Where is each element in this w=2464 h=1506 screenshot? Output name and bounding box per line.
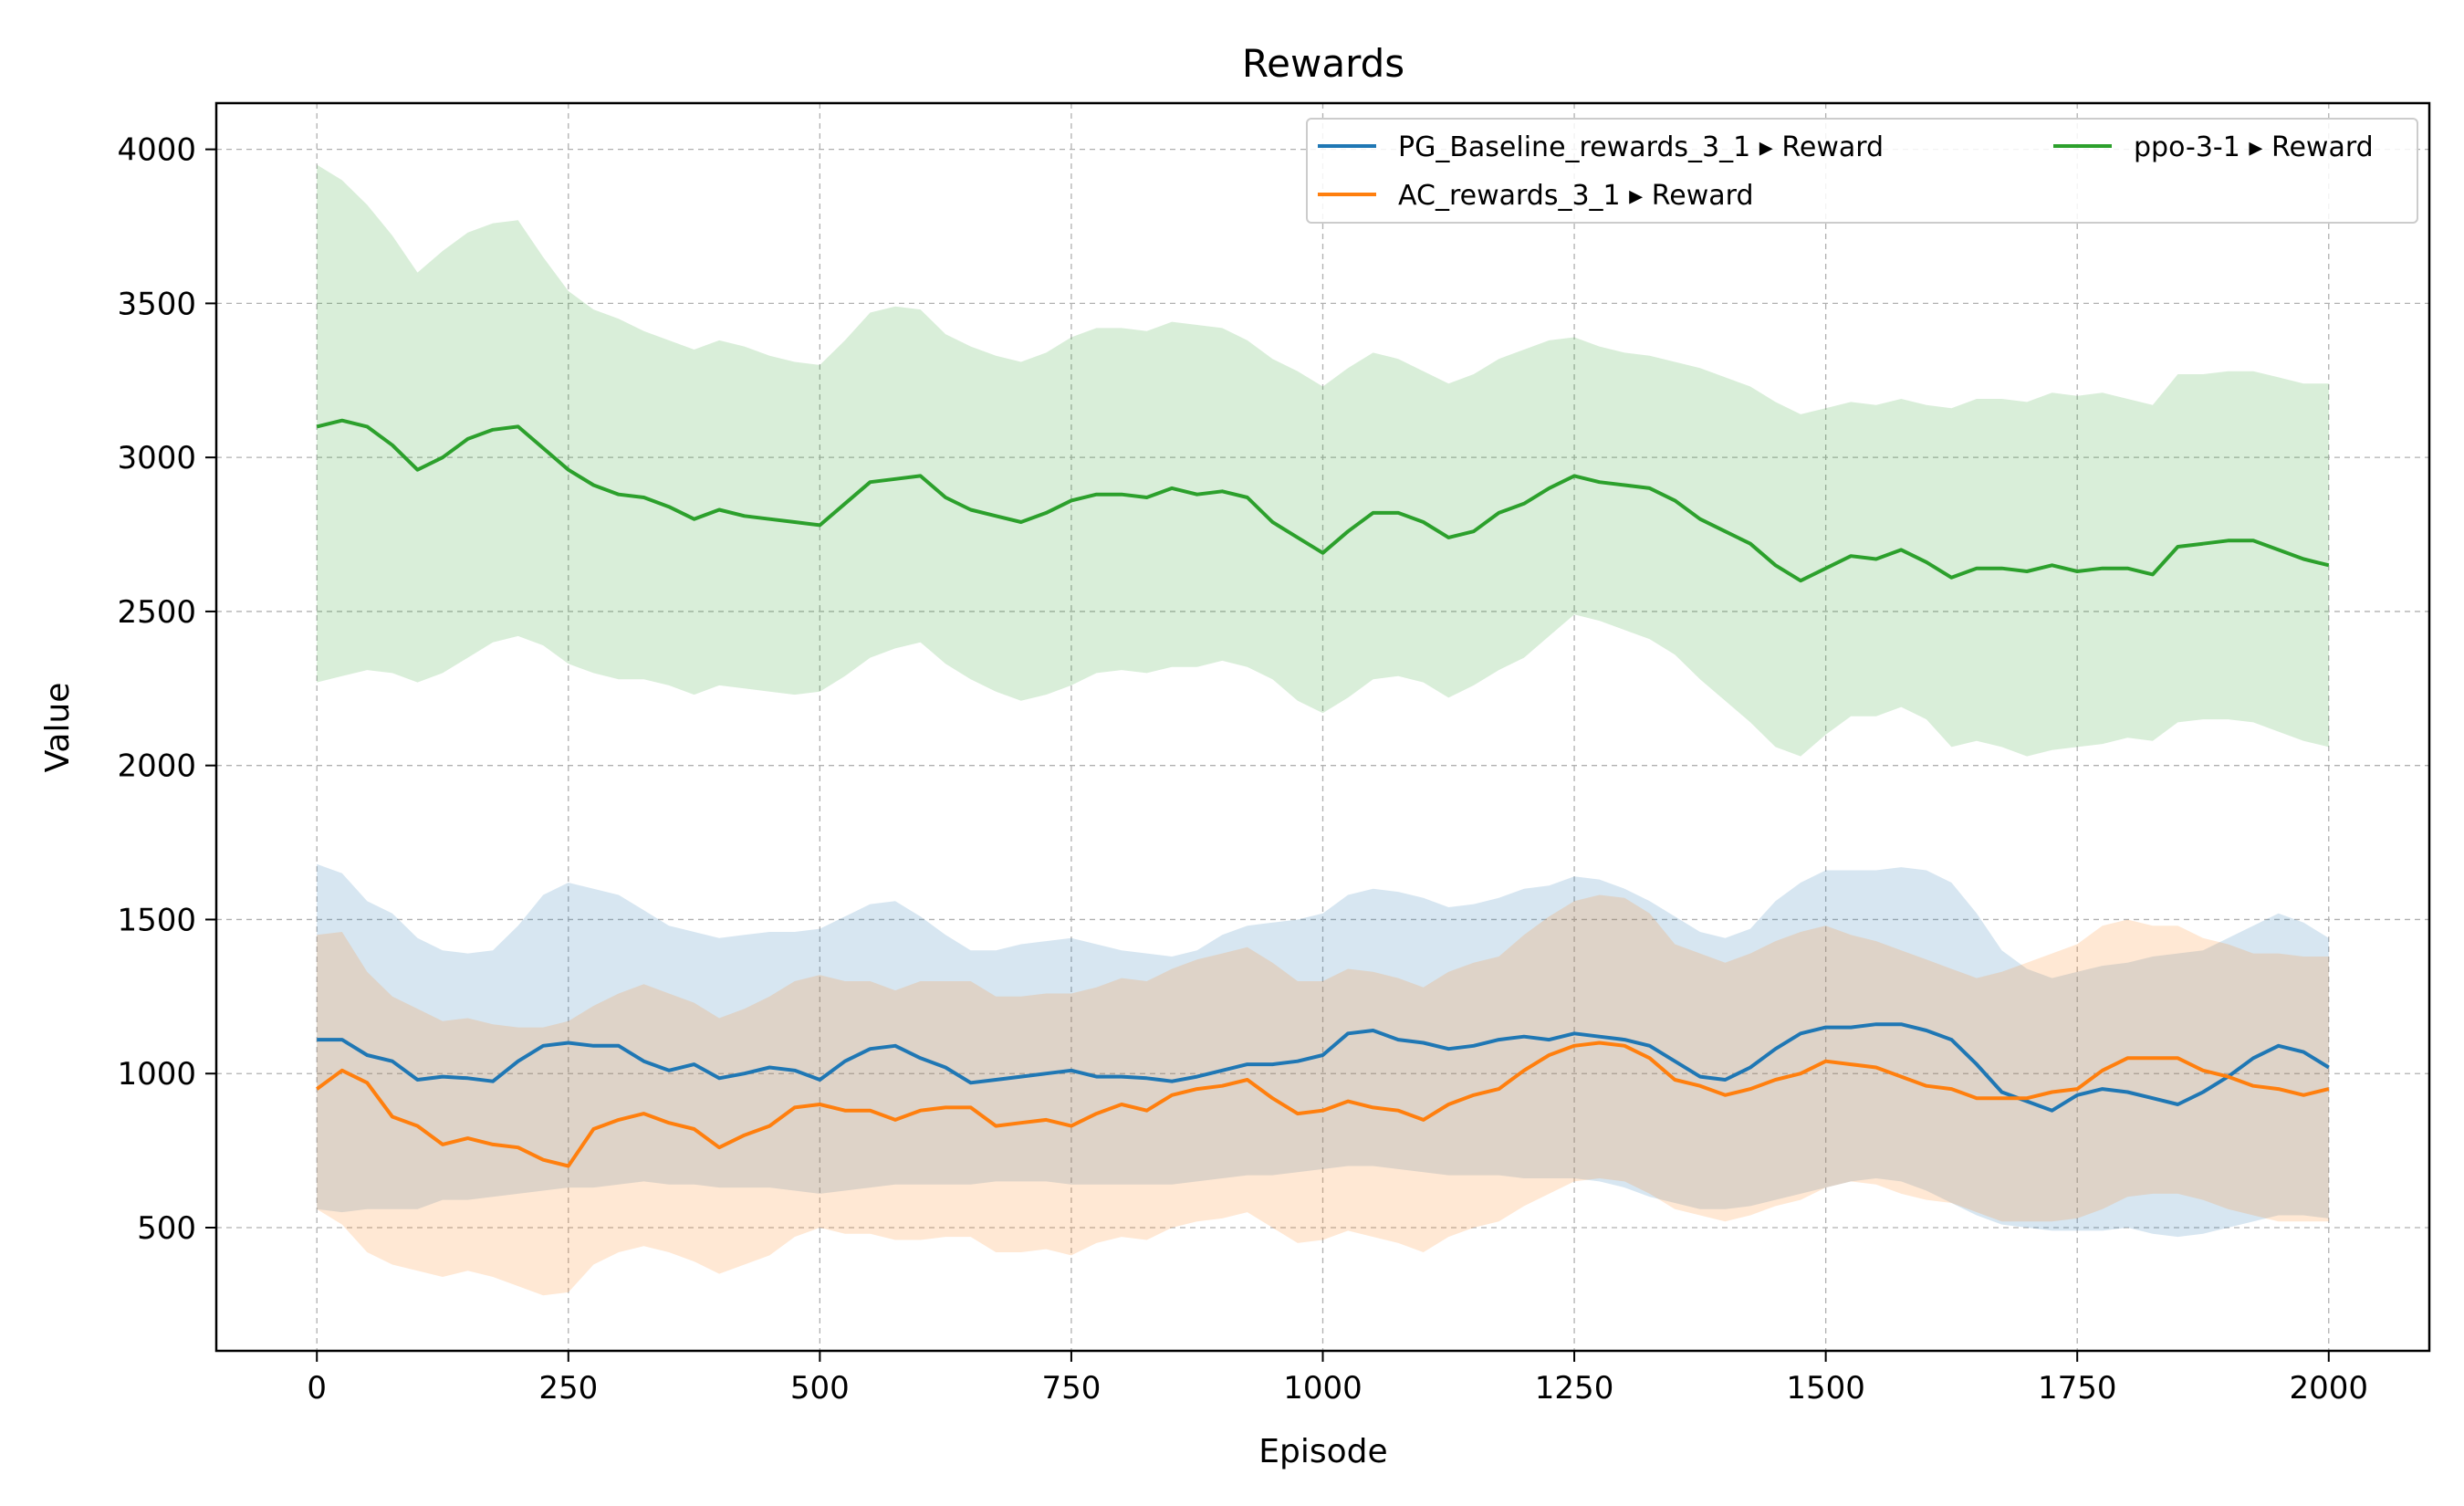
x-tick-label: 250: [538, 1370, 598, 1407]
x-tick-label: 1250: [1535, 1370, 1614, 1407]
x-axis-label: Episode: [1258, 1433, 1387, 1470]
confidence-bands: [317, 164, 2329, 1296]
x-tick-label: 1500: [1786, 1370, 1865, 1407]
band-series-2: [317, 894, 2329, 1296]
legend-box: [1306, 118, 2418, 224]
y-tick-label: 1000: [117, 1056, 196, 1093]
x-tick-label: 0: [307, 1370, 327, 1407]
y-tick-label: 4000: [117, 132, 196, 169]
band-series-1: [317, 863, 2329, 1238]
x-tick-label: 1750: [2038, 1370, 2117, 1407]
x-tick-label: 2000: [2290, 1370, 2369, 1407]
y-tick-label: 3000: [117, 440, 196, 476]
line-series-1: [317, 1022, 2330, 1113]
legend-label-3: ppo-3-1 ▸ Reward: [2134, 131, 2374, 163]
legend-label-2: AC_rewards_3_1 ▸ Reward: [1398, 180, 1754, 212]
band-series-3: [317, 164, 2329, 757]
y-tick-label: 500: [137, 1210, 196, 1247]
series-lines: [316, 418, 2330, 1168]
y-tick-label: 3500: [117, 286, 196, 322]
x-tick-label: 750: [1041, 1370, 1101, 1407]
legend: PG_Baseline_rewards_3_1 ▸ Reward AC_rewar…: [1306, 118, 2418, 224]
legend-label-1: PG_Baseline_rewards_3_1 ▸ Reward: [1398, 131, 1884, 163]
chart-title: Rewards: [1242, 41, 1404, 86]
line-series-2: [316, 1041, 2330, 1168]
y-axis-label: Value: [39, 683, 77, 773]
line-series-3: [316, 418, 2330, 583]
y-tick-label: 2000: [117, 748, 196, 785]
x-tick-label: 500: [790, 1370, 850, 1407]
x-tick-label: 1000: [1283, 1370, 1363, 1407]
y-tick-label: 1500: [117, 902, 196, 938]
axis-ticks: 0 250 500 750 1000 1250 1500 1750 2000 500 1000 150…: [117, 132, 2368, 1407]
y-tick-label: 2500: [117, 594, 196, 631]
